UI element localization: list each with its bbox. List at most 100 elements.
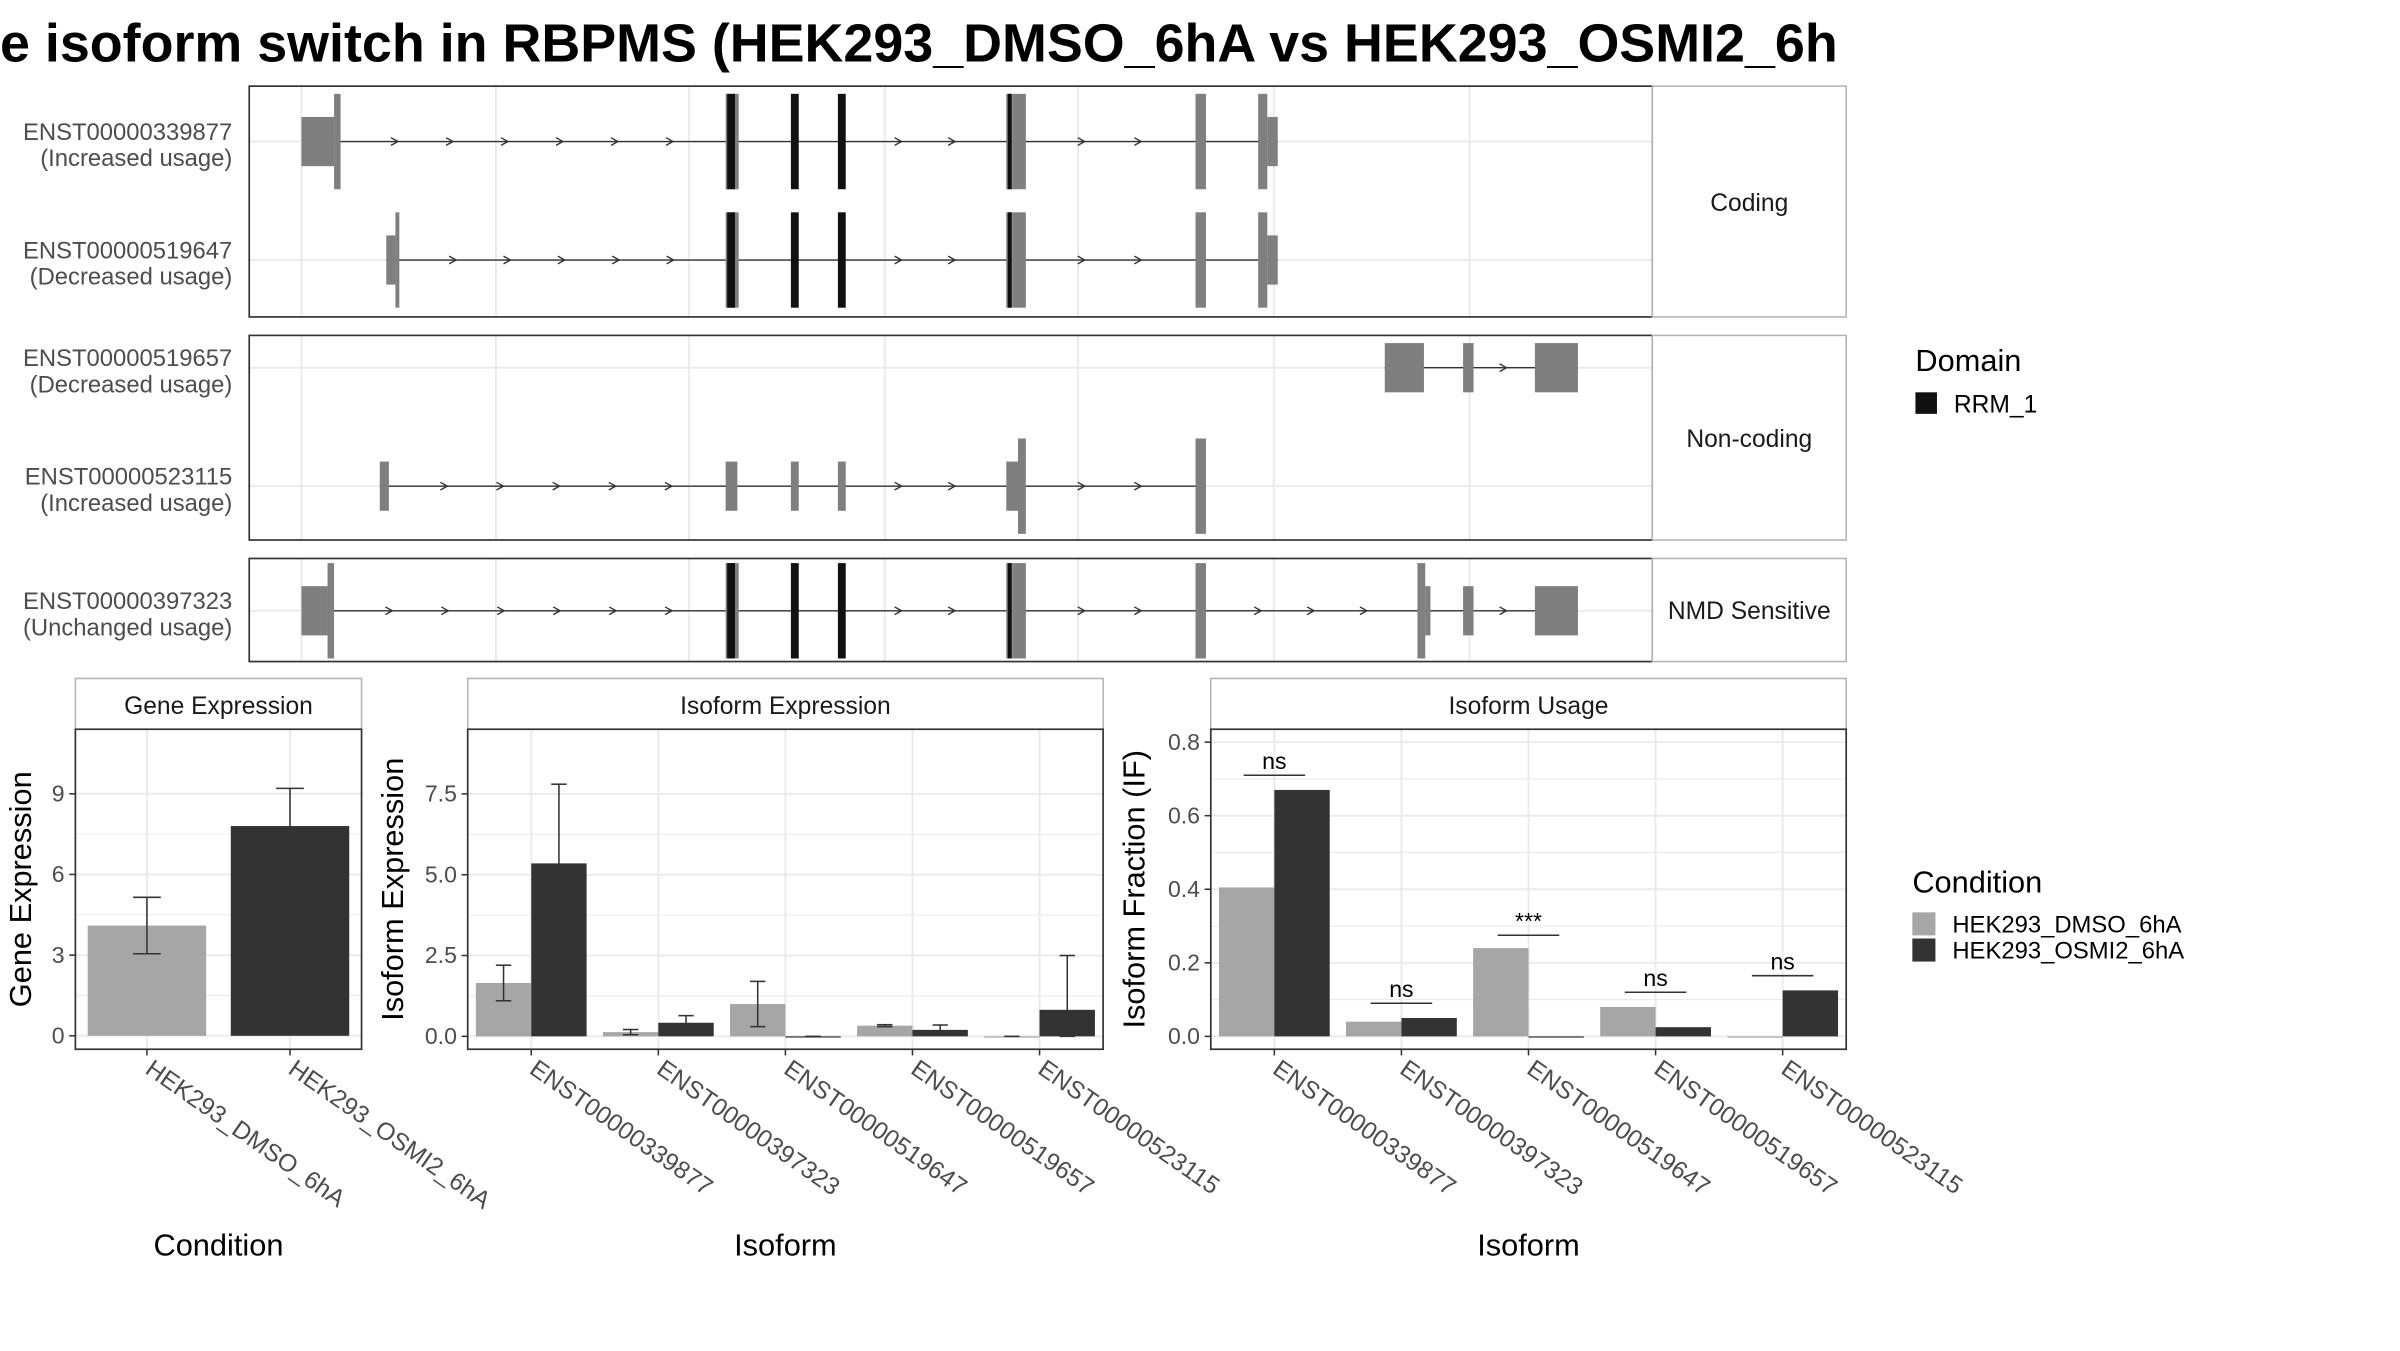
significance-label: ***	[1515, 908, 1542, 934]
intron-arrow	[445, 137, 455, 146]
condition-legend-title: Condition	[1912, 864, 2042, 899]
intron-arrow	[1134, 481, 1143, 491]
y-tick-label: 0.0	[1168, 1023, 1200, 1049]
intron-arrow	[441, 606, 450, 616]
exon	[1463, 586, 1474, 636]
intron-arrow	[1499, 363, 1508, 373]
panel-title: Isoform Expression	[680, 693, 891, 720]
intron-arrow	[1499, 606, 1508, 616]
transcript-id-label: ENST00000519657	[23, 345, 232, 372]
domain-block	[790, 563, 799, 659]
exon	[327, 563, 335, 659]
gene-structure-panel: NMD Sensitive ENST00000397323(Unchanged u…	[23, 557, 1847, 663]
intron-arrow	[894, 255, 903, 265]
intron-arrow	[1077, 137, 1087, 146]
y-tick-label: 0.8	[1168, 729, 1200, 755]
intron-arrow	[1306, 606, 1316, 616]
domain-legend-label: RRM_1	[1954, 391, 2037, 418]
legend-swatch	[1915, 392, 1937, 414]
exon	[1258, 93, 1268, 190]
y-tick-label: 0.2	[1168, 950, 1200, 976]
transcript-id-label: ENST00000397323	[23, 588, 232, 615]
condition-legend-label: HEK293_OSMI2_6hA	[1952, 937, 2184, 964]
y-tick-label: 7.5	[425, 781, 457, 807]
bar	[1401, 1017, 1457, 1037]
panel-strip	[1210, 677, 1847, 731]
domain-block	[1007, 212, 1012, 308]
bar	[1600, 1006, 1656, 1037]
domain-legend-title: Domain	[1915, 343, 2021, 378]
exon	[1258, 212, 1268, 308]
intron-arrow	[611, 255, 621, 265]
intron-arrow	[666, 255, 675, 265]
exon	[1012, 563, 1026, 659]
legend-swatch	[1912, 912, 1936, 936]
domain-block	[727, 563, 736, 659]
transcript-usage-label: (Increased usage)	[40, 490, 232, 517]
panel-title: Isoform Usage	[1448, 693, 1608, 720]
y-axis-title: Isoform Expression	[375, 758, 410, 1021]
intron-arrow	[894, 481, 903, 491]
intron-arrow	[664, 481, 674, 491]
exon	[1018, 438, 1026, 534]
panel-strip	[74, 677, 363, 731]
intron-arrow	[608, 606, 618, 616]
legend-swatch	[1912, 938, 1936, 962]
exon	[379, 461, 389, 511]
y-tick-label: 0.0	[425, 1023, 457, 1049]
transcript-usage-label: (Decreased usage)	[30, 264, 233, 291]
y-tick-label: 6	[52, 861, 65, 887]
transcript-usage-label: (Unchanged usage)	[23, 614, 232, 641]
intron-arrow	[608, 481, 618, 491]
intron-arrow	[894, 137, 903, 146]
intron-arrow	[500, 137, 510, 146]
domain-block	[727, 93, 736, 190]
exon	[790, 461, 799, 511]
transcript-usage-label: (Decreased usage)	[30, 371, 233, 398]
intron-arrow	[665, 137, 675, 146]
facet-strip	[1651, 334, 1847, 541]
exon	[1006, 461, 1019, 511]
bar	[1655, 1027, 1711, 1037]
exon	[1417, 563, 1426, 659]
domain-block	[727, 212, 736, 308]
intron-arrow	[1134, 606, 1143, 616]
facet-label: NMD Sensitive	[1668, 598, 1831, 625]
gene-structure-panel: Non-coding ENST00000519657(Decreased usag…	[23, 334, 1847, 541]
intron-arrow	[390, 137, 400, 146]
y-axis-title: Isoform Fraction (IF)	[1117, 750, 1152, 1029]
transcript-id-label: ENST00000519647	[23, 237, 232, 264]
intron-arrow	[947, 606, 957, 616]
bar	[1727, 1036, 1783, 1038]
facet-strip	[1651, 557, 1847, 663]
intron-arrow	[1077, 481, 1087, 491]
significance-label: ns	[1262, 748, 1286, 774]
y-tick-label: 0.6	[1168, 802, 1200, 828]
y-tick-label: 0	[52, 1023, 65, 1049]
exon	[334, 93, 341, 190]
bar	[1473, 948, 1529, 1037]
intron-arrow	[496, 606, 506, 616]
intron-arrow	[947, 255, 957, 265]
intron-arrow	[947, 137, 957, 146]
intron-arrow	[1359, 606, 1369, 616]
bar	[1528, 1036, 1584, 1038]
exon	[837, 461, 846, 511]
domain-block	[1007, 563, 1012, 659]
intron-arrow	[552, 481, 562, 491]
significance-label: ns	[1389, 976, 1413, 1002]
chart-title: e isoform switch in RBPMS (HEK293_DMSO_6…	[0, 14, 1838, 74]
exon	[1425, 586, 1431, 636]
y-tick-label: 5.0	[425, 861, 457, 887]
bar-chart-panel: Isoform Usagensns***nsns0.00.20.40.60.8E…	[1117, 677, 1967, 1262]
x-axis-title: Condition	[154, 1227, 284, 1262]
intron-arrow	[664, 606, 674, 616]
intron-arrow	[1134, 255, 1143, 265]
gene-structure-panel: Coding ENST00000339877(Increased usage) EN…	[23, 85, 1847, 318]
exon	[1463, 343, 1474, 393]
panel-background	[249, 335, 1653, 541]
domain-block	[790, 212, 799, 308]
intron-arrow	[610, 137, 620, 146]
exon	[1534, 343, 1578, 393]
y-tick-label: 2.5	[425, 942, 457, 968]
